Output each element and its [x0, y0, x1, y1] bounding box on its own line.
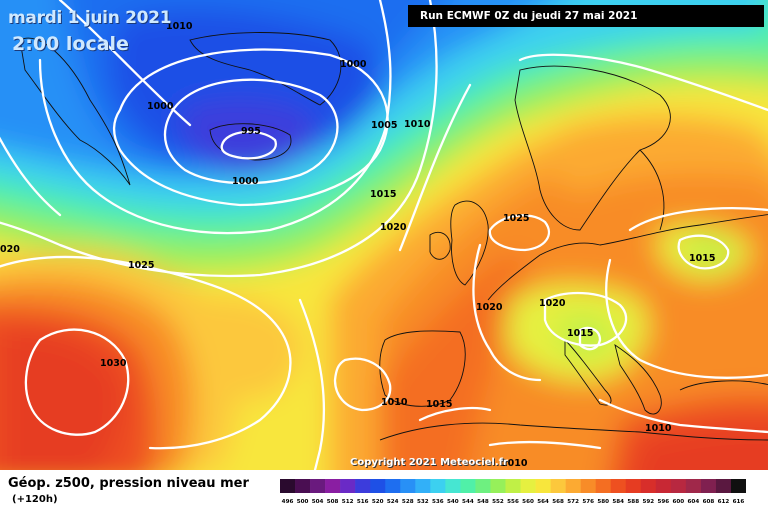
isobar-label: 1010	[381, 397, 408, 408]
color-swatch	[415, 479, 431, 493]
color-scale-label: 564	[537, 499, 549, 505]
color-swatch	[700, 479, 717, 493]
isobar-label: 1010	[501, 458, 528, 469]
color-scale-label: 608	[703, 499, 715, 505]
color-scale: 496 500 504 508 512 516 520 524 528 532 536 540 544 5…	[280, 479, 746, 505]
color-scale-label: 532	[417, 499, 429, 505]
color-swatch	[460, 479, 476, 493]
forecast-offset: (+120h)	[12, 494, 58, 505]
color-swatch	[355, 479, 371, 493]
isobar-label: 1000	[232, 176, 259, 187]
isobar-label: 1020	[539, 298, 566, 309]
color-swatch	[535, 479, 551, 493]
color-swatch	[565, 479, 581, 493]
forecast-date: mardi 1 juin 2021	[8, 8, 172, 28]
isobar-label: 1030	[100, 358, 127, 369]
color-swatch	[670, 479, 687, 493]
color-scale-label: 588	[627, 499, 639, 505]
color-swatch	[550, 479, 566, 493]
color-swatch	[580, 479, 596, 493]
color-swatch	[610, 479, 627, 493]
color-swatch	[430, 479, 446, 493]
isobar-label: 995	[241, 126, 261, 137]
color-swatch	[715, 479, 732, 493]
color-scale-label: 544	[462, 499, 474, 505]
color-scale-label: 604	[688, 499, 700, 505]
color-scale-label: 596	[657, 499, 669, 505]
color-scale-label: 504	[312, 499, 324, 505]
color-swatch	[595, 479, 612, 493]
isobar-label: 1015	[567, 328, 593, 339]
isobar-label: 1010	[645, 423, 672, 434]
isobar-label: 1010	[166, 21, 193, 32]
color-scale-label: 516	[357, 499, 369, 505]
isobar-label: 1020	[380, 222, 407, 233]
forecast-local-time: 2:00 locale	[12, 33, 129, 55]
color-scale-label: 572	[567, 499, 579, 505]
run-info: Run ECMWF 0Z du jeudi 27 mai 2021	[408, 5, 764, 27]
color-scale-label: 552	[492, 499, 504, 505]
color-swatch	[520, 479, 536, 493]
color-scale-label: 600	[673, 499, 685, 505]
color-scale-label: 508	[327, 499, 339, 505]
color-scale-label: 576	[582, 499, 594, 505]
color-scale-label: 520	[372, 499, 384, 505]
color-swatch	[310, 479, 326, 493]
isobar-label: 1005	[371, 120, 397, 131]
color-swatch	[730, 479, 746, 493]
color-scale-label: 556	[507, 499, 519, 505]
color-swatch	[280, 479, 296, 493]
color-swatch	[475, 479, 491, 493]
copyright: Copyright 2021 Meteociel.fr	[350, 457, 508, 468]
isobar-label: 1015	[426, 399, 452, 410]
color-scale-label: 568	[552, 499, 564, 505]
color-swatch	[370, 479, 386, 493]
color-scale-label: 536	[432, 499, 444, 505]
color-scale-label: 524	[387, 499, 399, 505]
color-swatch	[685, 479, 702, 493]
color-scale-label: 496	[282, 499, 294, 505]
color-scale-label: 612	[718, 499, 730, 505]
isobar-label: 1015	[370, 189, 396, 200]
isobar-label: 020	[0, 244, 20, 255]
color-swatch	[445, 479, 461, 493]
legend-title: Géop. z500, pression niveau mer	[8, 476, 249, 491]
isobar-label: 1000	[147, 101, 174, 112]
isobar-label: 1025	[128, 260, 154, 271]
isobar-label: 1010	[404, 119, 431, 130]
isobar-label: 1020	[476, 302, 503, 313]
color-swatch	[625, 479, 642, 493]
color-scale-label: 616	[733, 499, 745, 505]
color-scale-label: 580	[597, 499, 609, 505]
color-scale-label: 560	[522, 499, 534, 505]
color-swatch	[505, 479, 521, 493]
color-swatch	[340, 479, 356, 493]
color-scale-label: 548	[477, 499, 489, 505]
color-swatch	[400, 479, 416, 493]
isobar-labels: 1010 1000 1000 995 1000 1005 1010 1015 1…	[0, 21, 715, 469]
isobar-label: 1015	[689, 253, 715, 264]
color-swatch	[325, 479, 341, 493]
color-swatch	[385, 479, 401, 493]
color-scale-label: 500	[297, 499, 309, 505]
color-swatch	[295, 479, 311, 493]
color-swatch	[640, 479, 657, 493]
isobar-label: 1000	[340, 59, 367, 70]
color-swatch	[655, 479, 672, 493]
color-scale-label: 512	[342, 499, 354, 505]
color-scale-label: 528	[402, 499, 414, 505]
color-swatch	[490, 479, 506, 493]
color-scale-label: 584	[612, 499, 624, 505]
color-scale-label: 540	[447, 499, 459, 505]
color-scale-label: 592	[642, 499, 654, 505]
isobar-label: 1025	[503, 213, 529, 224]
